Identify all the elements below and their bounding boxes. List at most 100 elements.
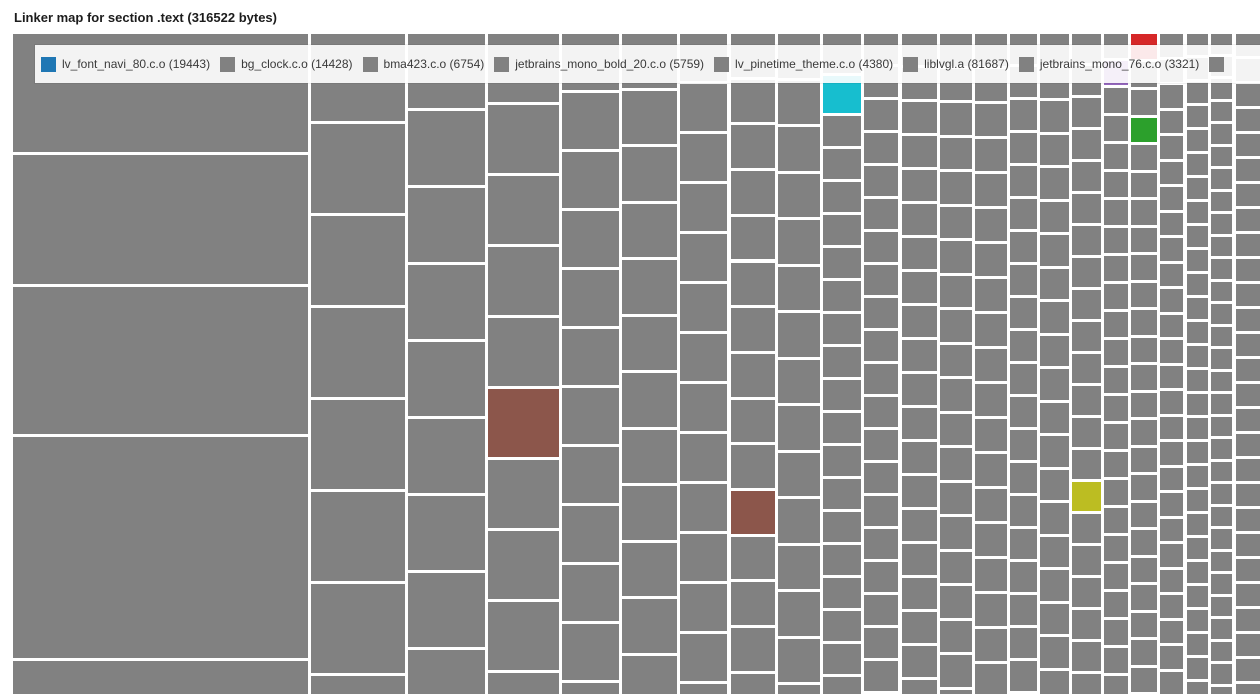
treemap-block[interactable] xyxy=(1211,371,1232,391)
treemap-block[interactable] xyxy=(1040,637,1069,668)
treemap-block[interactable] xyxy=(622,203,677,257)
treemap-block[interactable] xyxy=(778,359,820,403)
treemap-block[interactable] xyxy=(562,270,619,326)
treemap-block[interactable] xyxy=(1072,642,1101,671)
treemap-block[interactable] xyxy=(1211,394,1232,414)
treemap-block[interactable] xyxy=(1236,584,1260,606)
treemap-block[interactable] xyxy=(940,551,972,583)
treemap-block[interactable] xyxy=(562,388,619,444)
treemap-block[interactable] xyxy=(1104,676,1128,694)
treemap-block[interactable] xyxy=(1072,610,1101,639)
treemap-block-green[interactable] xyxy=(1131,117,1157,142)
treemap-block[interactable] xyxy=(864,397,898,427)
treemap-block[interactable] xyxy=(408,265,485,339)
treemap-block[interactable] xyxy=(1236,509,1260,531)
treemap-block[interactable] xyxy=(1010,463,1037,493)
treemap-block[interactable] xyxy=(1211,304,1232,324)
treemap-block[interactable] xyxy=(1236,409,1260,431)
treemap-block[interactable] xyxy=(1211,79,1232,99)
treemap-block[interactable] xyxy=(488,602,559,670)
treemap-block[interactable] xyxy=(778,638,820,682)
treemap-block[interactable] xyxy=(1187,682,1208,694)
treemap-block[interactable] xyxy=(1104,284,1128,309)
treemap-block[interactable] xyxy=(680,234,727,281)
treemap-block[interactable] xyxy=(562,93,619,149)
treemap-block[interactable] xyxy=(1160,569,1183,592)
treemap-block[interactable] xyxy=(1104,396,1128,421)
treemap-block[interactable] xyxy=(902,374,937,405)
treemap-block[interactable] xyxy=(940,517,972,549)
treemap-block[interactable] xyxy=(1211,326,1232,346)
treemap-block[interactable] xyxy=(823,413,861,443)
treemap-block[interactable] xyxy=(864,199,898,229)
treemap-block[interactable] xyxy=(1072,578,1101,607)
treemap-block[interactable] xyxy=(1104,592,1128,617)
treemap-block[interactable] xyxy=(1104,88,1128,113)
treemap-block[interactable] xyxy=(1211,461,1232,481)
treemap-block[interactable] xyxy=(562,624,619,680)
treemap-block[interactable] xyxy=(902,408,937,439)
treemap-block[interactable] xyxy=(488,673,559,694)
treemap-block[interactable] xyxy=(940,379,972,411)
treemap-block[interactable] xyxy=(488,318,559,386)
treemap-block[interactable] xyxy=(1131,475,1157,500)
treemap-block[interactable] xyxy=(1072,546,1101,575)
treemap-block[interactable] xyxy=(1211,641,1232,661)
treemap-block[interactable] xyxy=(562,683,619,694)
legend-item[interactable]: liblvgl.a (81687) xyxy=(903,56,1009,72)
treemap-block[interactable] xyxy=(940,689,972,694)
treemap-block[interactable] xyxy=(488,460,559,528)
treemap-block[interactable] xyxy=(940,206,972,238)
treemap-block[interactable] xyxy=(1211,596,1232,616)
treemap-block[interactable] xyxy=(1236,234,1260,256)
treemap-block[interactable] xyxy=(1131,255,1157,280)
treemap-block[interactable] xyxy=(1131,612,1157,637)
treemap-block[interactable] xyxy=(975,209,1007,241)
treemap-block[interactable] xyxy=(823,479,861,509)
treemap-block-brown[interactable] xyxy=(488,389,559,457)
treemap-block[interactable] xyxy=(902,578,937,609)
treemap-block[interactable] xyxy=(1160,212,1183,235)
treemap-block[interactable] xyxy=(622,373,677,427)
treemap-block[interactable] xyxy=(902,102,937,133)
treemap-block[interactable] xyxy=(940,241,972,273)
treemap-block[interactable] xyxy=(940,137,972,169)
treemap-block[interactable] xyxy=(408,188,485,262)
treemap-block[interactable] xyxy=(1160,646,1183,669)
treemap-block[interactable] xyxy=(1040,503,1069,534)
treemap-block[interactable] xyxy=(311,676,405,694)
treemap-block[interactable] xyxy=(1187,298,1208,319)
treemap-block[interactable] xyxy=(1211,484,1232,504)
treemap-block[interactable] xyxy=(864,430,898,460)
treemap-block[interactable] xyxy=(1010,496,1037,526)
treemap-block[interactable] xyxy=(940,586,972,618)
treemap-block[interactable] xyxy=(902,238,937,269)
treemap-block[interactable] xyxy=(1236,659,1260,681)
treemap-block[interactable] xyxy=(778,173,820,217)
treemap-block[interactable] xyxy=(731,628,775,671)
legend-item[interactable]: jetbrains_mono_bold_20.c.o (5759) xyxy=(494,56,704,72)
treemap-block[interactable] xyxy=(1010,199,1037,229)
treemap-block[interactable] xyxy=(1211,439,1232,459)
treemap-block[interactable] xyxy=(864,562,898,592)
treemap-block[interactable] xyxy=(1211,551,1232,571)
treemap-block[interactable] xyxy=(940,482,972,514)
treemap-block[interactable] xyxy=(1131,502,1157,527)
treemap-block[interactable] xyxy=(940,655,972,687)
treemap-block[interactable] xyxy=(1072,354,1101,383)
treemap-block[interactable] xyxy=(1211,214,1232,234)
treemap-block[interactable] xyxy=(778,499,820,543)
treemap-block[interactable] xyxy=(1072,162,1101,191)
treemap-block[interactable] xyxy=(1160,314,1183,337)
treemap-block[interactable] xyxy=(1072,258,1101,287)
treemap-block[interactable] xyxy=(1160,365,1183,388)
treemap-block[interactable] xyxy=(1040,469,1069,500)
treemap-block[interactable] xyxy=(1160,263,1183,286)
treemap-block[interactable] xyxy=(778,266,820,310)
treemap-block[interactable] xyxy=(940,275,972,307)
treemap-block[interactable] xyxy=(902,442,937,473)
treemap-block[interactable] xyxy=(1187,610,1208,631)
treemap-block[interactable] xyxy=(1187,514,1208,535)
treemap-block[interactable] xyxy=(1040,369,1069,400)
treemap-block[interactable] xyxy=(488,247,559,315)
